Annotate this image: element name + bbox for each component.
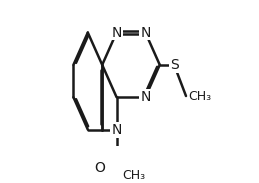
Text: S: S <box>170 58 178 72</box>
Text: CH₃: CH₃ <box>122 169 145 182</box>
Text: O: O <box>94 161 105 175</box>
Text: N: N <box>111 25 122 40</box>
Text: N: N <box>140 25 150 40</box>
Text: N: N <box>140 90 150 104</box>
Text: CH₃: CH₃ <box>189 89 212 102</box>
Text: N: N <box>111 123 122 137</box>
